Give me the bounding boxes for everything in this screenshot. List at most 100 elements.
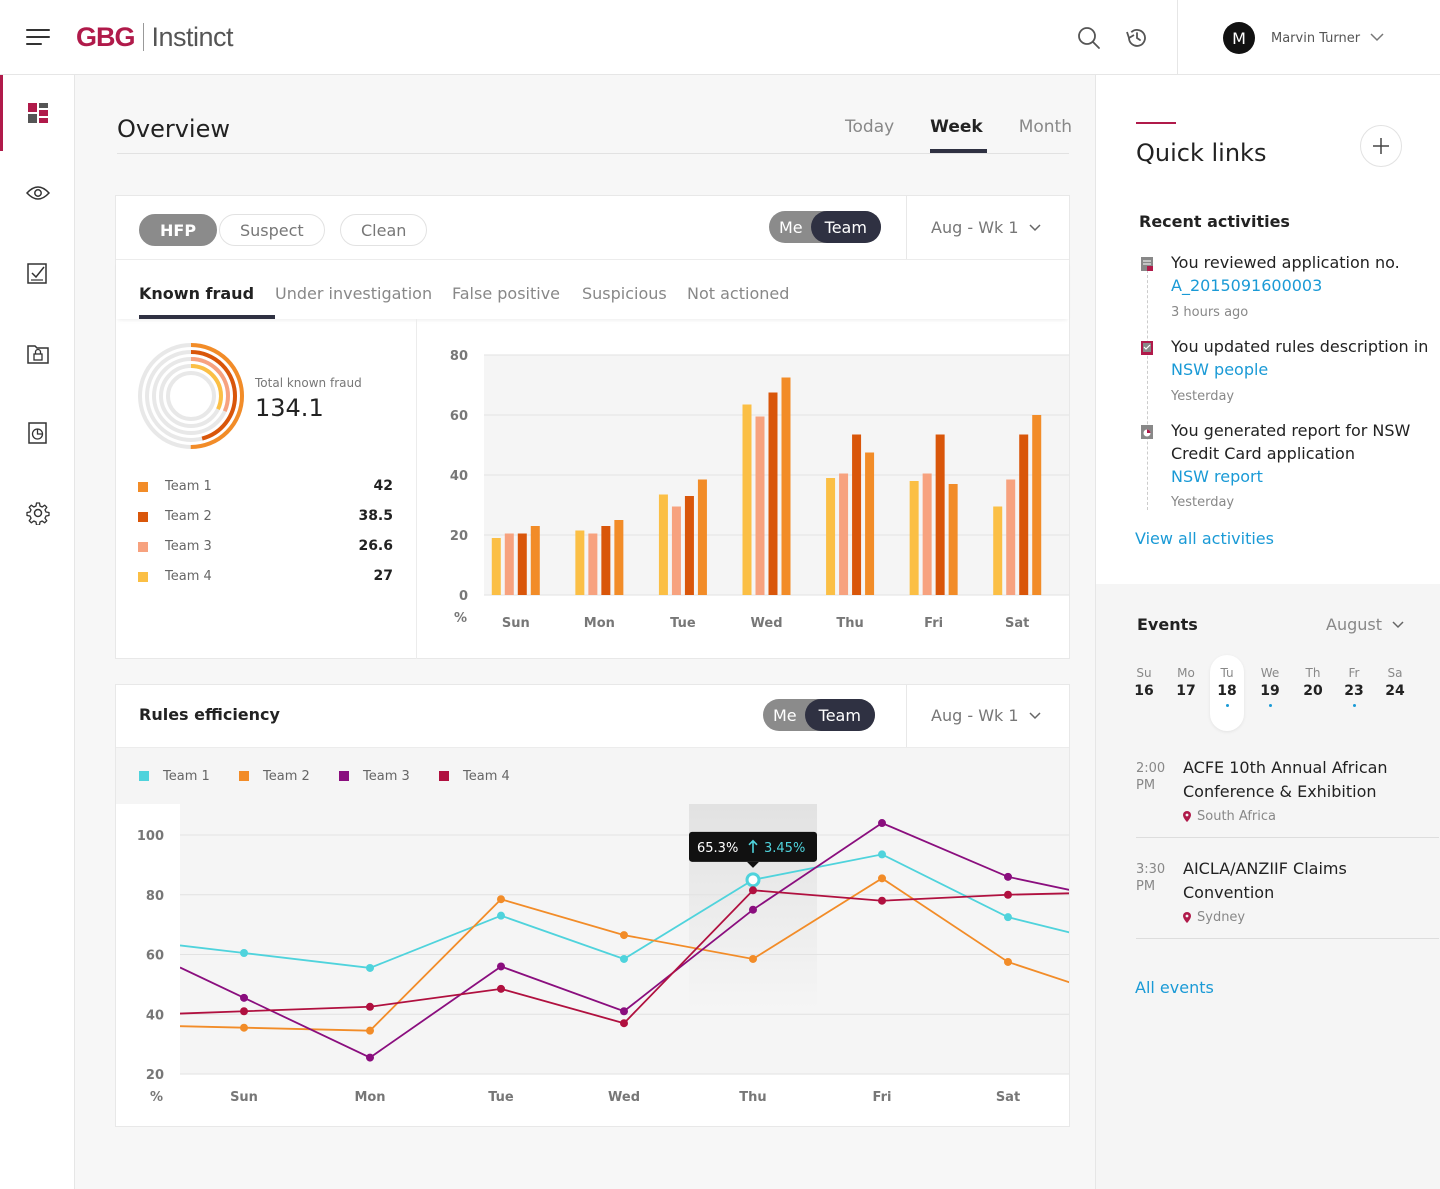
calendar-day[interactable]: Mo 17 xyxy=(1169,664,1203,738)
calendar-day[interactable]: Sa 24 xyxy=(1378,664,1412,738)
bar[interactable] xyxy=(504,533,514,596)
data-point[interactable] xyxy=(240,993,248,1002)
nav-review[interactable] xyxy=(0,235,75,311)
bar[interactable] xyxy=(614,520,624,595)
week-selector[interactable]: Aug - Wk 1 xyxy=(931,218,1041,237)
data-point[interactable] xyxy=(1004,872,1012,881)
data-point[interactable] xyxy=(240,1023,248,1032)
bar[interactable] xyxy=(575,530,585,596)
data-point[interactable] xyxy=(620,1019,628,1028)
activity-link[interactable]: A_2015091600003 xyxy=(1171,276,1323,295)
search-icon[interactable] xyxy=(1077,26,1101,50)
me-team-toggle[interactable]: Me Team xyxy=(769,211,881,243)
data-point[interactable] xyxy=(240,1007,248,1016)
bar[interactable] xyxy=(742,404,752,596)
data-point[interactable] xyxy=(1004,913,1012,922)
bar[interactable] xyxy=(935,434,945,596)
subtab-under-investigation[interactable]: Under investigation xyxy=(275,284,433,303)
bar[interactable] xyxy=(1006,479,1016,596)
bar[interactable] xyxy=(839,473,849,596)
bar[interactable] xyxy=(1019,434,1029,596)
bar[interactable] xyxy=(588,533,598,596)
data-point[interactable] xyxy=(620,1007,628,1016)
view-all-activities-link[interactable]: View all activities xyxy=(1135,529,1274,548)
bar[interactable] xyxy=(697,479,707,596)
history-icon[interactable] xyxy=(1125,26,1149,50)
hamburger-menu-icon[interactable] xyxy=(26,28,50,46)
bar[interactable] xyxy=(826,478,836,595)
nav-monitor[interactable] xyxy=(0,155,75,231)
data-point[interactable] xyxy=(1004,890,1012,899)
data-point[interactable] xyxy=(366,1026,374,1035)
bar[interactable] xyxy=(909,481,919,595)
chevron-down-icon[interactable] xyxy=(1370,30,1384,44)
bar[interactable] xyxy=(517,533,527,596)
subtab-not-actioned[interactable]: Not actioned xyxy=(687,284,790,303)
data-point[interactable] xyxy=(749,886,757,895)
bar[interactable] xyxy=(922,473,932,596)
activity-link[interactable]: NSW people xyxy=(1171,360,1269,379)
bar[interactable] xyxy=(1032,415,1042,595)
data-point[interactable] xyxy=(366,1053,374,1062)
data-point[interactable] xyxy=(497,911,505,920)
data-point[interactable] xyxy=(749,954,757,963)
toggle-team[interactable]: Team xyxy=(804,699,875,731)
data-point[interactable] xyxy=(878,850,886,859)
nav-dashboard[interactable] xyxy=(0,75,75,151)
data-point[interactable] xyxy=(620,954,628,963)
month-selector[interactable]: August xyxy=(1326,615,1404,634)
week-selector[interactable]: Aug - Wk 1 xyxy=(931,706,1041,725)
add-quick-link-button[interactable] xyxy=(1360,125,1402,167)
bar[interactable] xyxy=(852,434,862,596)
legend-item[interactable]: Team 3 xyxy=(339,769,410,784)
data-point[interactable] xyxy=(366,1002,374,1011)
bar[interactable] xyxy=(865,452,875,596)
app-logo[interactable]: GBG Instinct xyxy=(76,20,234,54)
user-name[interactable]: Marvin Turner xyxy=(1271,31,1361,46)
pill-suspect[interactable]: Suspect xyxy=(219,214,325,246)
bar[interactable] xyxy=(658,494,668,596)
subtab-suspicious[interactable]: Suspicious xyxy=(582,284,667,303)
pill-hfp[interactable]: HFP xyxy=(139,214,218,246)
data-point[interactable] xyxy=(749,905,757,914)
toggle-me[interactable]: Me xyxy=(779,217,803,237)
toggle-team[interactable]: Team xyxy=(810,211,881,243)
nav-settings[interactable] xyxy=(0,475,75,551)
pill-clean[interactable]: Clean xyxy=(340,214,428,246)
all-events-link[interactable]: All events xyxy=(1135,978,1214,997)
data-point[interactable] xyxy=(878,874,886,883)
data-point[interactable] xyxy=(366,963,374,972)
data-point[interactable] xyxy=(497,895,505,904)
tab-week[interactable]: Week xyxy=(930,117,987,153)
avatar[interactable]: M xyxy=(1223,22,1255,54)
calendar-day-selected[interactable]: Tu 18 xyxy=(1210,655,1244,731)
bar[interactable] xyxy=(671,506,681,596)
bar[interactable] xyxy=(993,506,1003,596)
data-point[interactable] xyxy=(878,896,886,905)
bar[interactable] xyxy=(491,538,501,595)
activity-link[interactable]: NSW report xyxy=(1171,467,1263,486)
data-point[interactable] xyxy=(497,962,505,971)
data-point[interactable] xyxy=(1004,957,1012,966)
data-point-active[interactable] xyxy=(745,872,761,888)
bar[interactable] xyxy=(755,416,765,596)
subtab-known-fraud[interactable]: Known fraud xyxy=(139,284,255,303)
legend-item[interactable]: Team 2 xyxy=(239,769,310,784)
bar[interactable] xyxy=(684,496,694,595)
data-point[interactable] xyxy=(240,949,248,958)
legend-item[interactable]: Team 4 xyxy=(439,769,510,784)
toggle-me[interactable]: Me xyxy=(773,705,797,725)
data-point[interactable] xyxy=(497,984,505,993)
subtab-false-positive[interactable]: False positive xyxy=(452,284,561,303)
data-point[interactable] xyxy=(620,931,628,940)
bar[interactable] xyxy=(601,526,611,595)
bar[interactable] xyxy=(781,377,791,596)
calendar-day[interactable]: Fr 23 xyxy=(1337,664,1371,738)
legend-item[interactable]: Team 1 xyxy=(139,769,210,784)
calendar-day[interactable]: Th 20 xyxy=(1296,664,1330,738)
bar[interactable] xyxy=(768,392,778,596)
bar[interactable] xyxy=(530,526,540,595)
calendar-day[interactable]: Su 16 xyxy=(1127,664,1161,738)
tab-month[interactable]: Month xyxy=(1018,117,1072,137)
calendar-day[interactable]: We 19 xyxy=(1253,664,1287,738)
